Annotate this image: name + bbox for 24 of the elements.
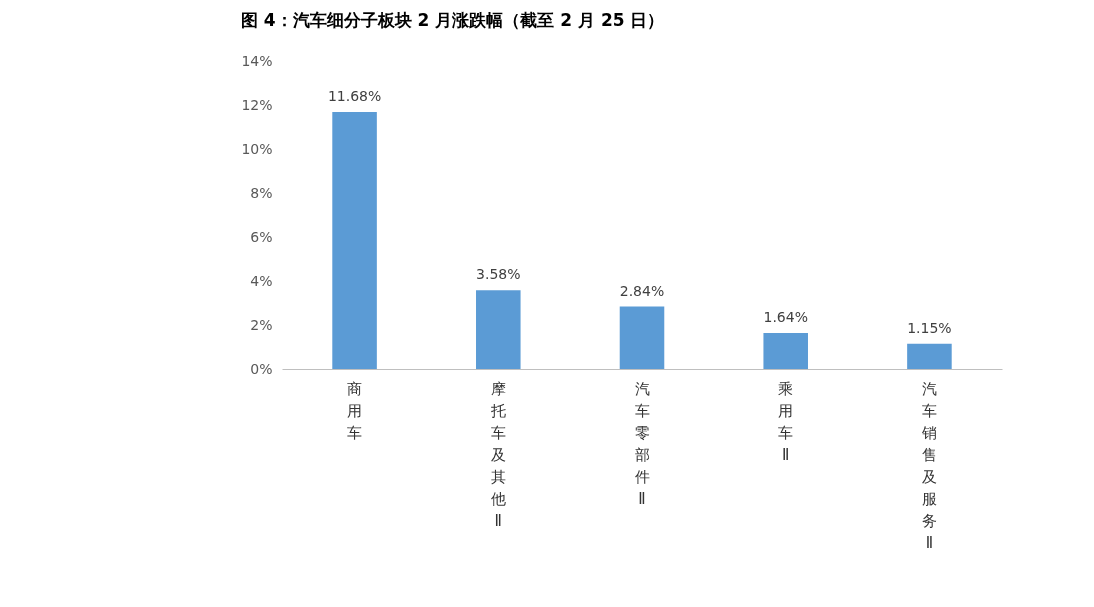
y-tick-label: 6% (250, 228, 273, 245)
x-tick-label: 商用车 (347, 379, 363, 442)
data-label: 3.58% (476, 266, 521, 283)
data-label: 1.15% (907, 319, 952, 336)
bar (332, 112, 377, 369)
chart-title: 图 4：汽车细分子板块 2 月涨跌幅（截至 2 月 25 日） (240, 10, 665, 30)
x-tick-label: 汽车零部件Ⅱ (634, 379, 650, 508)
bar (763, 332, 808, 369)
bar (907, 343, 952, 369)
y-tick-label: 12% (241, 96, 273, 113)
y-tick-label: 2% (250, 316, 273, 333)
data-label: 11.68% (327, 88, 382, 105)
y-tick-label: 10% (241, 140, 273, 157)
x-tick-label: 摩托车及其他Ⅱ (489, 379, 506, 530)
y-tick-label: 14% (241, 52, 273, 69)
data-label: 2.84% (619, 282, 665, 299)
data-label: 1.64% (763, 308, 808, 325)
y-tick-label: 4% (250, 272, 273, 289)
x-tick-label: 汽车销售及服务Ⅱ (920, 379, 937, 552)
y-tick-label: 0% (250, 360, 273, 377)
y-tick-label: 8% (250, 184, 273, 201)
bar (476, 290, 521, 369)
x-tick-label: 乘用车Ⅱ (778, 379, 794, 464)
bar (619, 306, 665, 369)
